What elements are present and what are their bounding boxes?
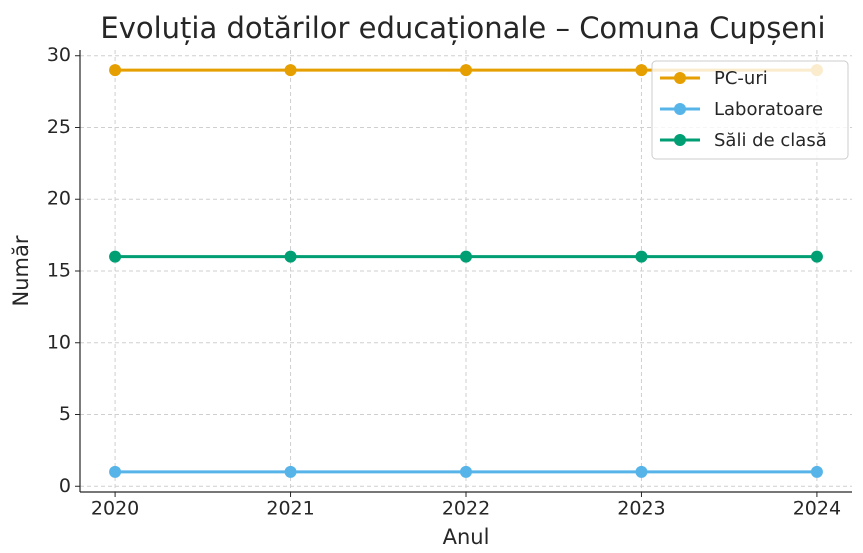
data-point xyxy=(810,250,823,263)
data-point xyxy=(460,250,472,263)
data-point xyxy=(635,465,648,478)
legend-box xyxy=(651,60,849,160)
data-point xyxy=(635,250,648,263)
y-tick-label: 10 xyxy=(47,331,71,353)
legend: PC-uri Laboratoare Săli de clasă xyxy=(651,60,849,160)
data-point xyxy=(109,465,122,478)
data-point xyxy=(109,250,122,263)
x-tick-label: 2022 xyxy=(442,498,490,520)
legend-label: Laboratoare xyxy=(714,99,823,120)
legend-marker xyxy=(674,72,686,84)
data-point xyxy=(810,465,823,478)
x-tick-label: 2021 xyxy=(266,498,314,520)
data-point xyxy=(284,250,297,263)
y-tick-label: 0 xyxy=(59,475,71,497)
data-point xyxy=(460,465,472,478)
x-tick-label: 2023 xyxy=(617,498,665,520)
data-point xyxy=(109,64,122,77)
legend-marker xyxy=(674,134,686,146)
y-tick-label: 30 xyxy=(47,44,71,66)
data-point xyxy=(284,465,297,478)
legend-label: Săli de clasă xyxy=(714,130,827,151)
y-tick-label: 15 xyxy=(47,260,71,282)
y-tick-label: 25 xyxy=(47,116,71,138)
x-axis-label: Anul xyxy=(443,525,490,549)
y-axis-label: Număr xyxy=(9,235,33,306)
y-tick-label: 5 xyxy=(59,403,71,425)
x-tick-label: 2020 xyxy=(91,498,139,520)
data-point xyxy=(284,64,297,77)
y-tick-label: 20 xyxy=(47,188,71,210)
data-point xyxy=(460,64,472,77)
x-tick-label: 2024 xyxy=(793,498,841,520)
data-point xyxy=(635,64,648,77)
legend-marker xyxy=(674,103,686,115)
legend-label: PC-uri xyxy=(714,68,768,89)
chart-title: Evoluția dotărilor educaționale – Comuna… xyxy=(100,11,825,45)
